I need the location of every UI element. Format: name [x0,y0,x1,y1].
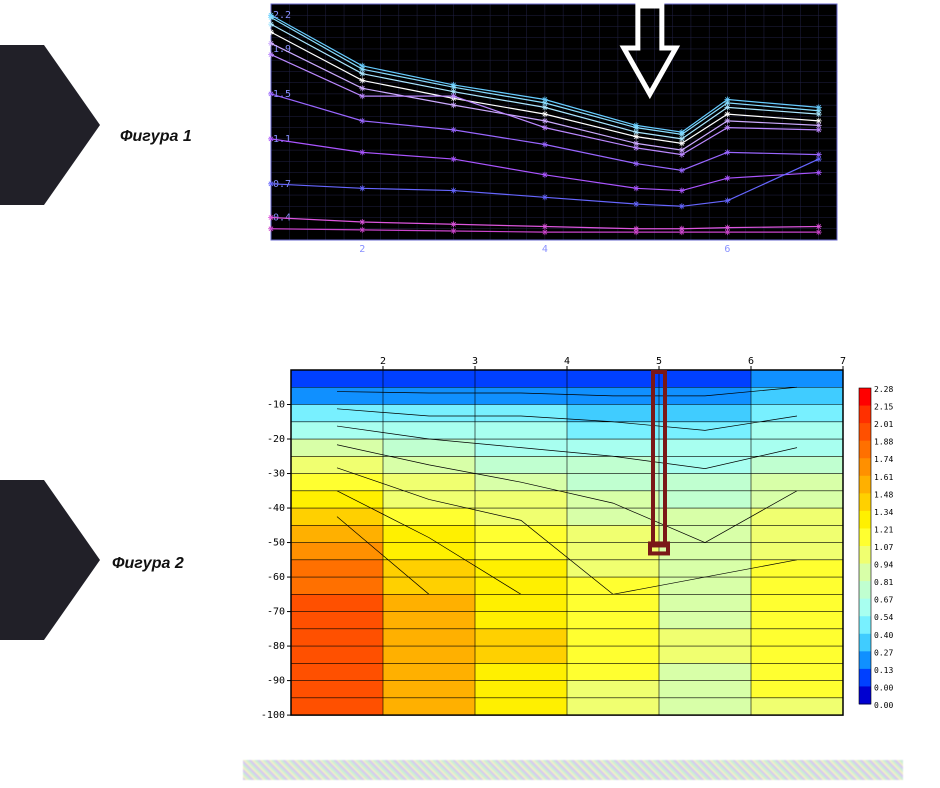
figure2-chart: 2 3 4 5 6 7 -10 -20 -30 -40 -50 -60 -70 -80 -90 -100 2.… [243,350,903,730]
svg-text:1.07: 1.07 [874,543,893,552]
svg-text:0.13: 0.13 [874,666,893,675]
svg-text:3: 3 [472,356,478,367]
svg-text:0.40: 0.40 [874,631,893,640]
svg-text:-30: -30 [267,469,285,480]
svg-text:2.15: 2.15 [874,403,893,412]
pointer-shape-1 [0,45,100,205]
page: Фигура 1 Фигура 2 0.40.71.11.51.92.2246 … [0,0,940,788]
bottom-speckle-bar [243,760,903,780]
svg-text:0.54: 0.54 [874,613,893,622]
svg-text:1.5: 1.5 [273,89,291,100]
svg-text:1.21: 1.21 [874,525,893,534]
svg-text:5: 5 [656,356,662,367]
svg-text:4: 4 [542,244,548,255]
figure2-label: Фигура 2 [112,555,184,573]
svg-text:2.28: 2.28 [874,385,893,394]
svg-text:0.00: 0.00 [874,701,893,710]
svg-text:-20: -20 [267,434,285,445]
svg-text:-50: -50 [267,538,285,549]
svg-text:-70: -70 [267,607,285,618]
svg-text:0.00: 0.00 [874,683,893,692]
svg-text:0.27: 0.27 [874,648,893,657]
svg-text:0.81: 0.81 [874,578,893,587]
svg-text:2: 2 [380,356,386,367]
figure1-label: Фигура 1 [120,128,192,146]
svg-text:-60: -60 [267,572,285,583]
svg-text:6: 6 [748,356,754,367]
svg-text:-100: -100 [261,710,285,721]
svg-text:7: 7 [840,356,846,367]
svg-text:1.74: 1.74 [874,455,893,464]
svg-text:-40: -40 [267,503,285,514]
svg-text:2: 2 [359,244,365,255]
pointer-shape-2 [0,480,100,640]
svg-text:0.94: 0.94 [874,561,893,570]
svg-text:1.34: 1.34 [874,508,893,517]
svg-text:1.61: 1.61 [874,473,893,482]
svg-text:2.01: 2.01 [874,420,893,429]
svg-text:6: 6 [724,244,730,255]
svg-text:-90: -90 [267,676,285,687]
figure1-chart: 0.40.71.11.51.92.2246 [243,0,843,258]
svg-text:1.88: 1.88 [874,438,893,447]
svg-text:-10: -10 [267,400,285,411]
svg-text:0.67: 0.67 [874,596,893,605]
svg-text:4: 4 [564,356,570,367]
svg-text:-80: -80 [267,641,285,652]
svg-text:1.48: 1.48 [874,490,893,499]
